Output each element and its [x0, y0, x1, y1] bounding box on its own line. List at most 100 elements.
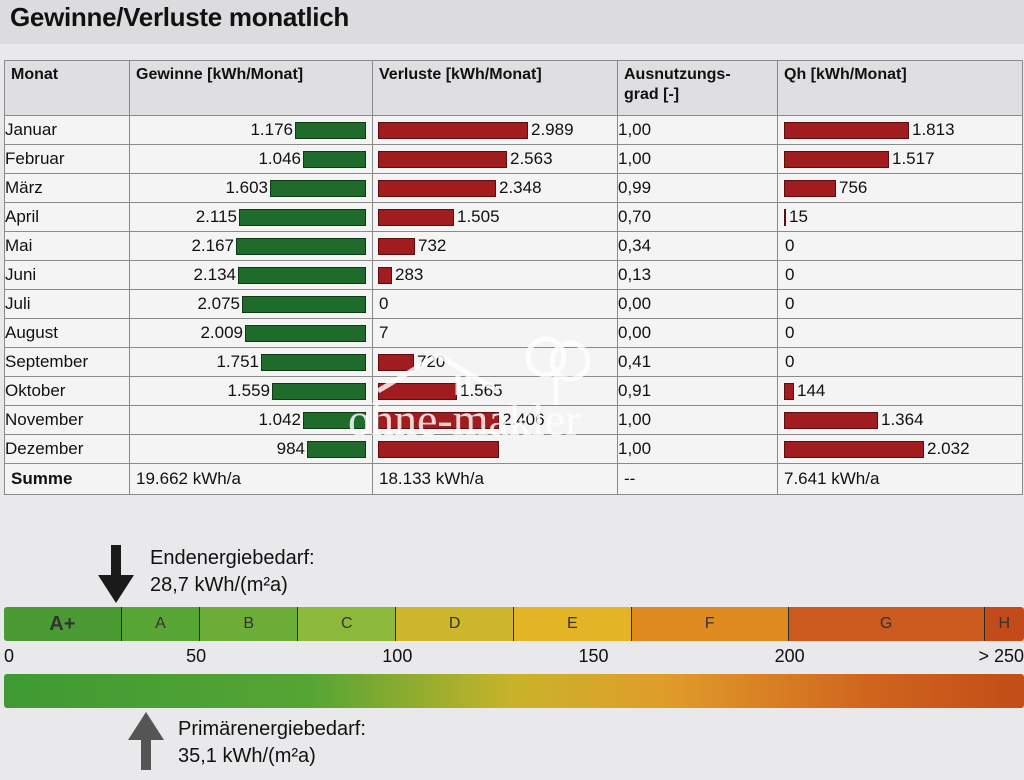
cell-month: September	[4, 347, 130, 377]
gewinne-value: 2.009	[200, 323, 243, 342]
cell-qh: 0	[777, 260, 1023, 290]
energy-class-f: F	[631, 607, 789, 641]
cell-gewinne: 1.751	[129, 347, 373, 377]
cell-verluste: 1.505	[372, 202, 618, 232]
cell-month: Februar	[4, 144, 130, 174]
qh-value: 0	[785, 294, 795, 313]
cell-month: November	[4, 405, 130, 435]
monthly-table: Monat Gewinne [kWh/Monat] Verluste [kWh/…	[4, 60, 1023, 495]
cell-gewinne: 984	[129, 434, 373, 464]
cell-gewinne: 2.134	[129, 260, 373, 290]
summe-qh: 7.641 kWh/a	[777, 463, 1023, 495]
qh-value: 1.813	[912, 120, 955, 139]
table-row: Dezember 984 1,00 2.032	[4, 434, 1023, 464]
cell-gewinne: 1.046	[129, 144, 373, 174]
scale-tick: 100	[382, 646, 413, 666]
verluste-bar	[378, 179, 496, 197]
header-gewinne: Gewinne [kWh/Monat]	[129, 60, 373, 116]
gewinne-value: 1.046	[258, 149, 301, 168]
cell-ausnutzungsgrad: 1,00	[617, 405, 778, 435]
qh-bar	[784, 411, 878, 429]
cell-ausnutzungsgrad: 0,99	[617, 173, 778, 203]
gewinne-bar	[307, 440, 366, 458]
primaerenergiebedarf-block: Primärenergiebedarf: 35,1 kWh/(m²a)	[178, 716, 366, 770]
header-qh: Qh [kWh/Monat]	[777, 60, 1023, 116]
qh-value: 1.364	[881, 410, 924, 429]
energy-class-h: H	[984, 607, 1024, 641]
gewinne-value: 2.134	[193, 265, 236, 284]
gewinne-value: 1.559	[227, 381, 270, 400]
cell-qh: 15	[777, 202, 1023, 232]
cell-ausnutzungsgrad: 0,00	[617, 318, 778, 348]
qh-value: 1.517	[892, 149, 935, 168]
scale-ticks: 0 50 100 150 200 > 250	[0, 646, 1024, 668]
verluste-bar	[378, 121, 528, 139]
cell-verluste	[372, 434, 618, 464]
cell-month: Januar	[4, 115, 130, 145]
qh-value: 15	[789, 207, 808, 226]
gewinne-bar	[239, 208, 366, 226]
cell-ausnutzungsgrad: 1,00	[617, 115, 778, 145]
cell-qh: 0	[777, 347, 1023, 377]
cell-ausnutzungsgrad: 1,00	[617, 434, 778, 464]
gewinne-bar	[242, 295, 366, 313]
cell-verluste: 732	[372, 231, 618, 261]
cell-verluste: 2.989	[372, 115, 618, 145]
arrow-down-icon	[98, 545, 134, 603]
gewinne-value: 984	[276, 439, 305, 458]
cell-qh: 144	[777, 376, 1023, 406]
cell-month: Juli	[4, 289, 130, 319]
cell-ausnutzungsgrad: 1,00	[617, 144, 778, 174]
gewinne-bar	[303, 150, 366, 168]
arrow-up-icon	[128, 712, 164, 770]
energy-class-e: E	[513, 607, 632, 641]
table-row: März 1.603 2.348 0,99 756	[4, 173, 1023, 203]
energy-class-a-plus: A+	[4, 607, 122, 641]
qh-bar	[784, 121, 909, 139]
page-title: Gewinne/Verluste monatlich	[10, 2, 349, 32]
header-ausnutzung-line2: grad [-]	[624, 86, 680, 103]
energy-class-a: A	[121, 607, 201, 641]
cell-qh: 0	[777, 318, 1023, 348]
verluste-bar	[378, 266, 392, 284]
gewinne-value: 1.751	[216, 352, 259, 371]
verluste-value: 732	[418, 236, 447, 255]
cell-month: August	[4, 318, 130, 348]
qh-bar	[784, 179, 836, 197]
cell-verluste: 0	[372, 289, 618, 319]
cell-verluste: 2.348	[372, 173, 618, 203]
cell-gewinne: 1.559	[129, 376, 373, 406]
primaerenergie-label: Primärenergiebedarf:	[178, 718, 366, 740]
cell-gewinne: 1.176	[129, 115, 373, 145]
qh-bar	[784, 382, 794, 400]
energy-class-b: B	[200, 607, 299, 641]
cell-qh: 1.517	[777, 144, 1023, 174]
summe-gewinne: 19.662 kWh/a	[129, 463, 373, 495]
verluste-value: 2.989	[531, 120, 574, 139]
verluste-value: 2.406	[502, 410, 545, 429]
gewinne-bar	[270, 179, 366, 197]
cell-verluste: 283	[372, 260, 618, 290]
energy-class-scale: A+ A B C D E F G H	[4, 607, 1024, 641]
cell-verluste: 2.563	[372, 144, 618, 174]
verluste-bar	[378, 237, 415, 255]
cell-qh: 756	[777, 173, 1023, 203]
cell-qh: 0	[777, 231, 1023, 261]
cell-verluste: 2.406	[372, 405, 618, 435]
verluste-value: 7	[379, 323, 389, 342]
table-header-row: Monat Gewinne [kWh/Monat] Verluste [kWh/…	[4, 60, 1023, 116]
cell-month: Mai	[4, 231, 130, 261]
verluste-value: 0	[379, 294, 389, 313]
cell-ausnutzungsgrad: 0,34	[617, 231, 778, 261]
cell-month: Juni	[4, 260, 130, 290]
cell-month: April	[4, 202, 130, 232]
scale-tick: 50	[186, 646, 207, 666]
gewinne-bar	[272, 382, 366, 400]
summe-label: Summe	[4, 463, 130, 495]
watermark-house-icon	[376, 352, 500, 394]
table-row: Januar 1.176 2.989 1,00 1.813	[4, 115, 1023, 145]
energy-class-d: D	[396, 607, 514, 641]
gewinne-value: 1.176	[250, 120, 293, 139]
table-row: Juli 2.075 0 0,00 0	[4, 289, 1023, 319]
gewinne-value: 1.603	[225, 178, 268, 197]
